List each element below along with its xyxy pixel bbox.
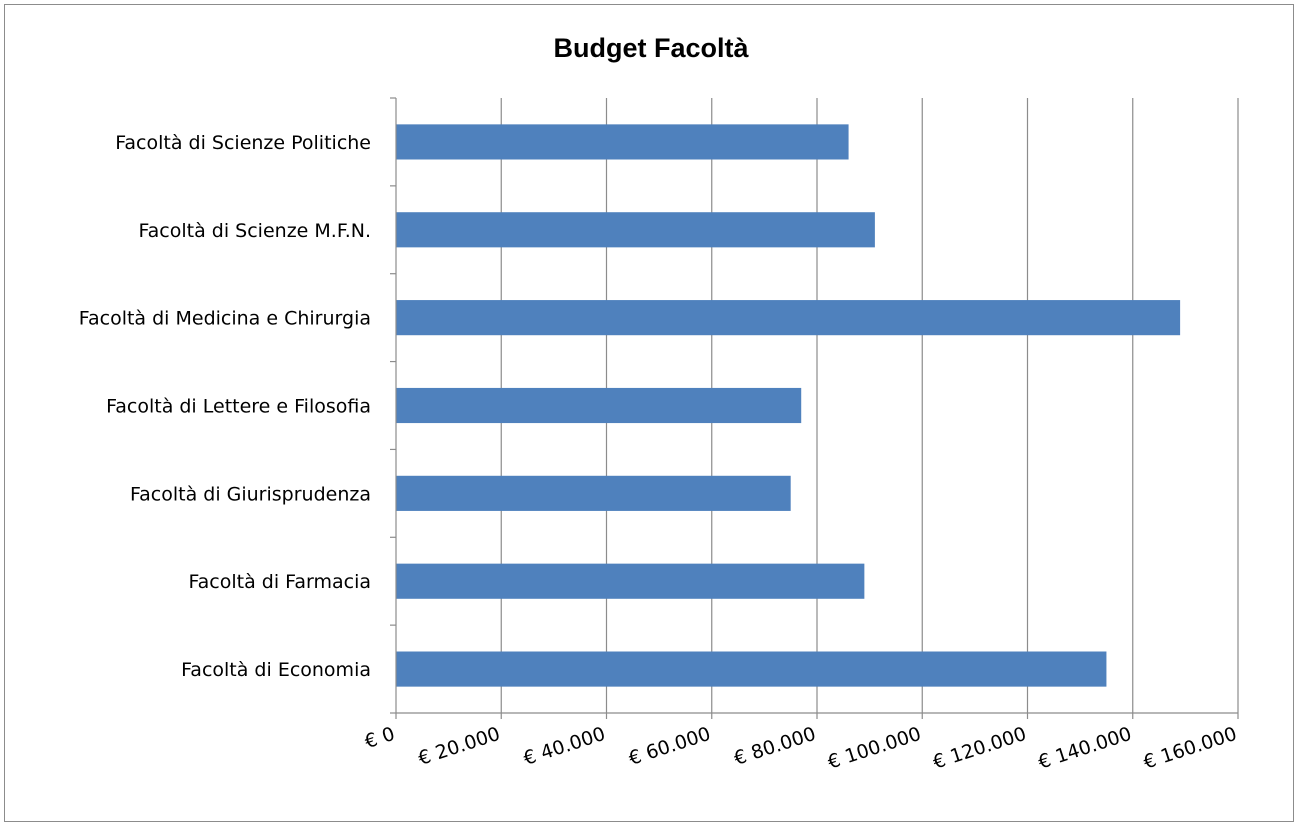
bar-2 [396,212,875,248]
x-tick-label-1: € 20.000 [416,723,503,770]
bar-1 [396,124,849,160]
bars [396,124,1181,687]
x-tick-label-7: € 140.000 [1036,723,1135,774]
bar-4 [396,387,802,424]
axes [390,97,1239,719]
category-label-2: Facoltà di Scienze M.F.N. [138,220,371,242]
x-tick-label-0: € 0 [362,723,398,753]
category-label-6: Facoltà di Farmacia [188,571,371,593]
category-labels: Facoltà di Scienze Politiche Facoltà di S… [79,132,371,681]
category-label-4: Facoltà di Lettere e Filosofia [106,396,371,418]
bar-3 [396,300,1181,336]
x-tick-label-8: € 160.000 [1141,723,1240,774]
x-tick-label-5: € 100.000 [825,723,924,774]
category-label-3: Facoltà di Medicina e Chirurgia [79,308,371,330]
bar-5 [396,475,791,511]
x-tick-labels: € 0 € 20.000 € 40.000 € 60.000 € 80.000 € 100… [362,723,1240,774]
x-tick-label-4: € 80.000 [731,723,818,770]
x-tick-label-6: € 120.000 [930,723,1029,774]
x-tick-label-3: € 60.000 [626,723,713,770]
category-label-1: Facoltà di Scienze Politiche [115,132,371,154]
category-label-5: Facoltà di Giurisprudenza [130,483,371,505]
bar-chart: Budget Facoltà Facoltà di Scienze Politi… [79,33,1240,774]
x-tick-label-2: € 40.000 [521,723,608,770]
bar-7 [396,651,1107,687]
chart-frame: Budget Facoltà Facoltà di Scienze Politi… [4,4,1294,822]
chart-title: Budget Facoltà [553,33,749,63]
category-label-7: Facoltà di Economia [181,659,371,681]
bar-6 [396,563,865,599]
